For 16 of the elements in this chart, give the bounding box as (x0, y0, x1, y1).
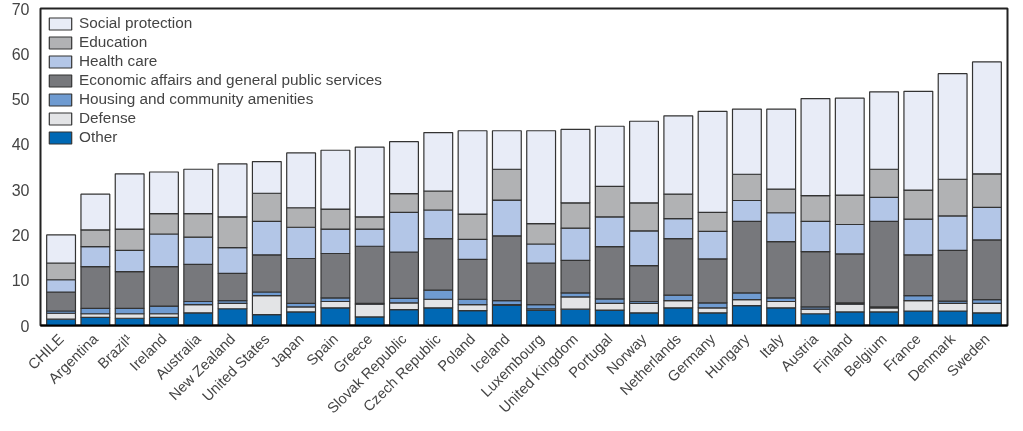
x-tick-label: Italy (756, 330, 788, 362)
legend-label: Housing and community amenities (79, 90, 314, 108)
legend-label: Health care (79, 52, 158, 70)
legend-label: Economic affairs and general public services (79, 71, 383, 89)
y-tick-label: 30 (11, 181, 30, 199)
legend-label: Education (79, 33, 148, 51)
legend-label: Defense (79, 109, 137, 127)
y-tick-label: 50 (11, 91, 30, 109)
y-tick-label: 0 (20, 317, 30, 335)
y-tick-label: 70 (11, 0, 30, 18)
legend-label: Social protection (79, 14, 193, 32)
y-tick-label: 10 (11, 272, 30, 290)
legend-label: Other (79, 128, 118, 146)
y-tick-label: 20 (11, 226, 30, 244)
y-tick-label: 60 (11, 45, 30, 63)
y-tick-label: 40 (11, 136, 30, 154)
